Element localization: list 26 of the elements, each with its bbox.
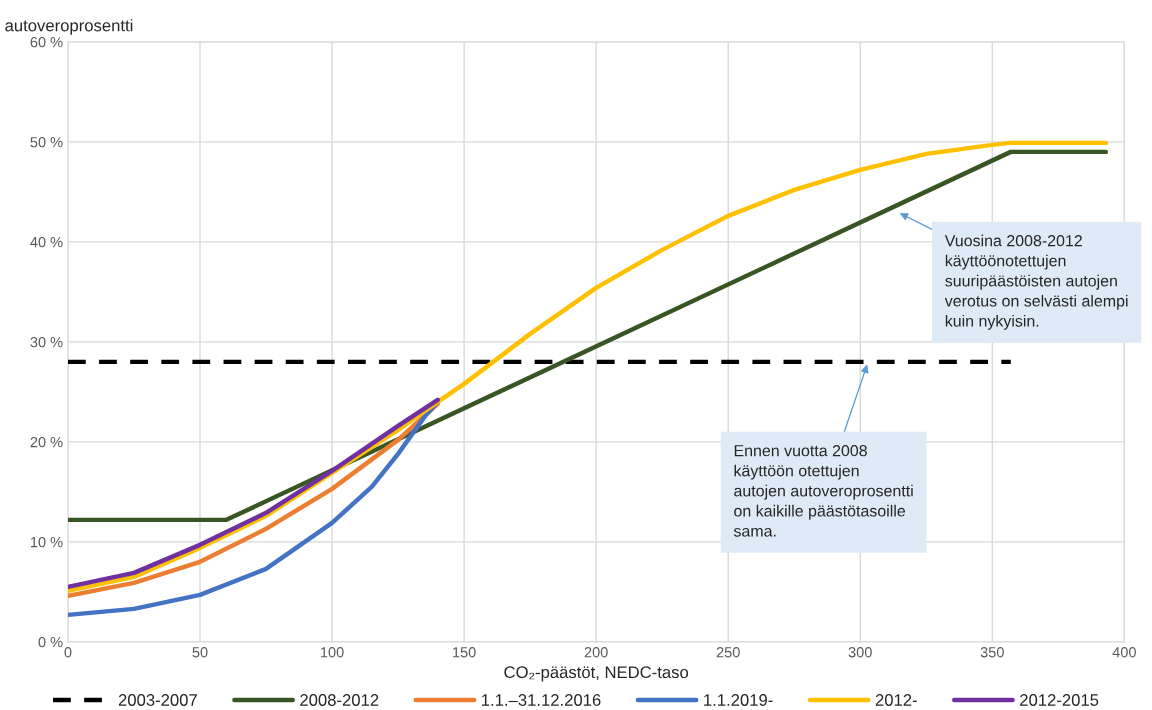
y-tick-label: 20 % — [30, 436, 63, 448]
y-tick-label: 60 % — [30, 36, 63, 48]
x-tick-label: 200 — [584, 647, 608, 658]
legend-label: 2012-2015 — [1020, 694, 1099, 706]
x-tick-label: 350 — [980, 647, 1004, 658]
x-axis-title: CO₂-päästöt, NEDC-taso — [504, 666, 689, 682]
y-tick-label: 40 % — [30, 236, 63, 248]
x-tick-label: 400 — [1112, 647, 1136, 658]
x-tick-label: 100 — [321, 647, 344, 658]
legend-label: 1.1.–31.12.2016 — [482, 694, 601, 706]
legend-label: 1.1.2019- — [704, 694, 773, 706]
y-tick-label: 50 % — [30, 136, 63, 148]
x-tick-label: 50 — [192, 647, 208, 658]
legend-label: 2012- — [875, 694, 917, 706]
legend-label: 2003-2007 — [118, 694, 197, 706]
x-tick-label: 150 — [453, 647, 476, 658]
annotation: Vuosina 2008-2012 käyttöönotettujen suuripäästöisten autojen verotus on selvästi alempi kuin nykyisin. — [944, 234, 1128, 330]
x-tick-label: 250 — [716, 647, 740, 658]
y-tick-label: 10 % — [30, 536, 63, 548]
annotation: Ennen vuotta 2008 käyttöön otettujen autojen autoveroprosentti on kaikille päästötasoille sama. — [733, 444, 913, 537]
y-tick-label: 0 % — [38, 636, 63, 648]
y-axis-title: autoveroprosentti — [5, 19, 133, 35]
y-tick-label: 30 % — [30, 336, 63, 348]
x-tick-label: 300 — [848, 647, 872, 658]
x-tick-label: 0 — [64, 647, 72, 658]
legend-label: 2008-2012 — [300, 694, 379, 706]
